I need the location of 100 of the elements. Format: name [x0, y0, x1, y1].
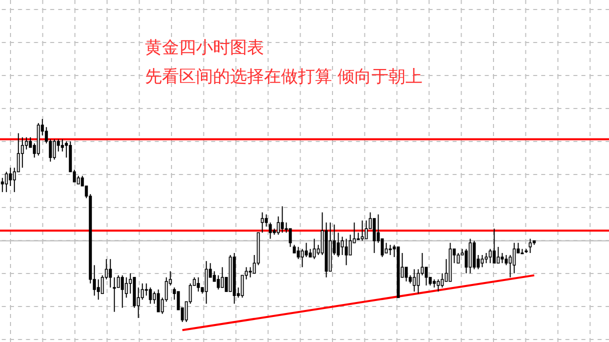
candlestick [296, 246, 300, 260]
candlestick [156, 289, 160, 312]
candlestick [108, 258, 112, 288]
candlestick [4, 171, 8, 193]
candlestick [372, 218, 376, 254]
candlestick [392, 244, 396, 258]
candlestick [508, 254, 512, 278]
candlestick [288, 228, 292, 248]
candlestick [336, 232, 340, 258]
candlestick [264, 214, 268, 228]
candlestick [320, 212, 324, 256]
candlestick [136, 286, 140, 318]
candlestick [84, 185, 88, 199]
candlestick [436, 278, 440, 292]
candlestick [260, 212, 264, 234]
candlestick [344, 238, 348, 266]
candlestick [28, 136, 32, 148]
candlestick [104, 258, 108, 280]
candlestick [440, 272, 444, 288]
candlestick [188, 282, 192, 304]
candlestick [96, 278, 100, 300]
candlestick [0, 177, 4, 193]
candlestick [12, 167, 16, 193]
candlestick [512, 242, 516, 274]
candlestick [516, 242, 520, 254]
candlestick [196, 276, 200, 292]
candlestick [340, 236, 344, 256]
candlestick [444, 258, 448, 282]
candlestick [316, 244, 320, 256]
candlestick [476, 254, 480, 270]
candlestick [504, 254, 508, 266]
candlestick [404, 266, 408, 282]
candlestick [384, 242, 388, 254]
candlestick [148, 286, 152, 304]
candlestick [300, 248, 304, 268]
candlestick [456, 252, 460, 264]
candlestick [120, 274, 124, 308]
candlestick [220, 266, 224, 288]
candlestick [160, 297, 164, 314]
candlestick [128, 272, 132, 294]
candlestick [140, 282, 144, 300]
candlestick [44, 126, 48, 144]
candlestick [208, 262, 212, 278]
candlestick [464, 248, 468, 274]
candlestick [236, 286, 240, 298]
candlestick [332, 224, 336, 256]
candlestick [252, 254, 256, 274]
candlestick [480, 254, 484, 268]
candlestick [124, 276, 128, 298]
candlestick [284, 222, 288, 234]
candlestick [168, 270, 172, 286]
candlestick [276, 216, 280, 236]
candlestick [368, 212, 372, 230]
candlestick [364, 220, 368, 240]
candlestick [60, 138, 64, 152]
candlestick [8, 167, 12, 186]
candlestick [144, 282, 148, 296]
candlestick [32, 142, 36, 158]
candlestick [452, 248, 456, 264]
candlestick [20, 136, 24, 168]
candlestick [268, 222, 272, 240]
candlestick [24, 136, 28, 150]
candlestick [80, 175, 84, 186]
candlestick [56, 138, 60, 152]
candlestick [492, 228, 496, 264]
candlestick [424, 266, 428, 286]
candlestick [484, 252, 488, 264]
candlestick [152, 291, 156, 304]
candlestick [528, 238, 532, 254]
candlestick [248, 266, 252, 278]
candlestick [244, 266, 248, 280]
candlestick [388, 244, 392, 256]
candlestick [356, 232, 360, 240]
candlestick [16, 132, 20, 172]
candlestick [40, 118, 44, 136]
candlestick [488, 248, 492, 264]
candlestick [204, 260, 208, 304]
candlestick [92, 264, 96, 296]
candlestick [500, 252, 504, 264]
candlestick [172, 286, 176, 300]
candlestick [376, 214, 380, 244]
title: 黄金四小时图表 [145, 38, 264, 58]
candlestick [420, 252, 424, 276]
candlestick [280, 206, 284, 234]
candlestick [416, 268, 420, 294]
subtitle: 先看区间的选择在做打算 倾向于朝上 [145, 67, 422, 87]
candlestick [352, 222, 356, 244]
candlestick [216, 274, 220, 290]
candlestick [212, 270, 216, 282]
candlestick [348, 234, 352, 256]
candlestick [52, 138, 56, 160]
candlestick [112, 276, 116, 312]
candlestick [312, 238, 316, 260]
candlestick [496, 246, 500, 264]
candlestick [400, 252, 404, 278]
candlestick [64, 140, 68, 158]
candlestick [360, 220, 364, 242]
candlestick [164, 276, 168, 302]
candlestick [304, 242, 308, 258]
candlestick [412, 268, 416, 292]
